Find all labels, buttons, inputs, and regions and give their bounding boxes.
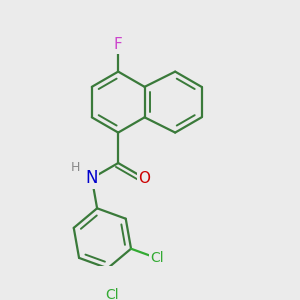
Text: N: N (85, 169, 98, 187)
Text: H: H (70, 161, 80, 174)
Text: F: F (114, 37, 123, 52)
Text: O: O (139, 171, 151, 186)
Text: Cl: Cl (106, 288, 119, 300)
Text: Cl: Cl (150, 251, 164, 265)
